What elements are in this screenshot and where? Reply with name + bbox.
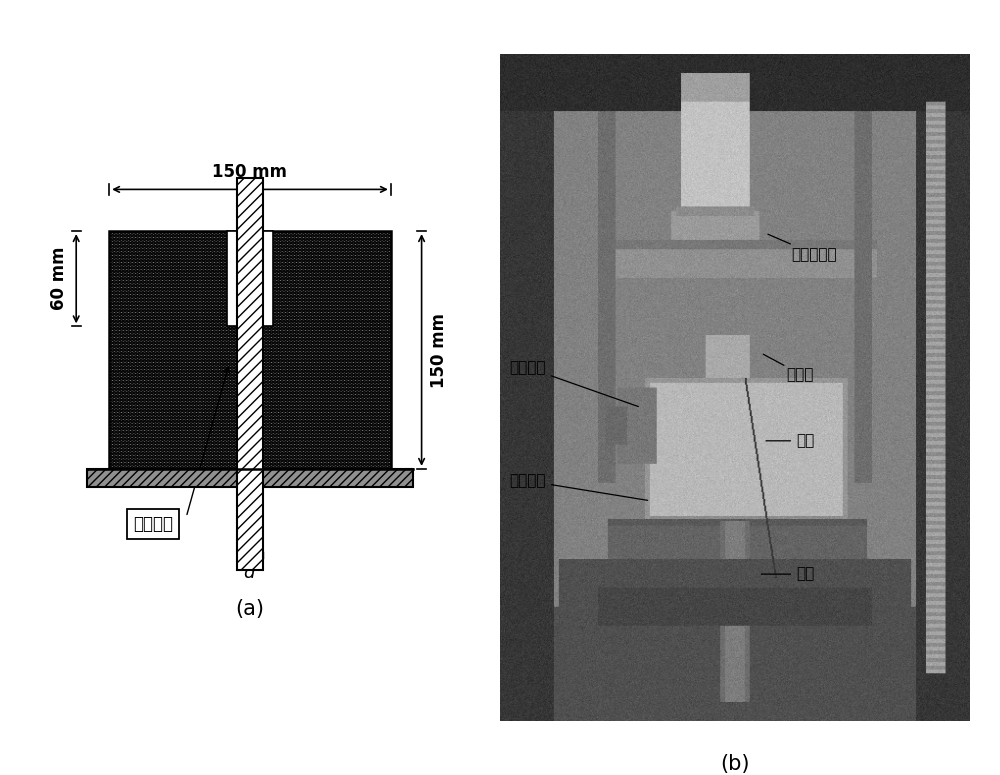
Text: 60 mm: 60 mm	[50, 247, 68, 311]
Bar	[87, 469, 413, 487]
Text: 固定支架: 固定支架	[509, 360, 638, 407]
Text: $d$: $d$	[243, 564, 257, 582]
Bar	[237, 178, 263, 570]
Text: 底部支撑: 底部支撑	[509, 474, 648, 501]
Text: (b): (b)	[720, 754, 750, 774]
Bar	[227, 231, 273, 326]
Bar	[109, 231, 391, 469]
Text: (a): (a)	[236, 598, 264, 618]
Bar	[109, 231, 391, 469]
Text: 钒筋: 钒筋	[761, 567, 814, 581]
Text: 位移计: 位移计	[763, 354, 814, 381]
Text: 压力传感器: 压力传感器	[768, 234, 837, 262]
Text: 150 mm: 150 mm	[212, 164, 288, 181]
Bar	[109, 231, 391, 469]
Text: 塑料套管: 塑料套管	[133, 515, 173, 532]
Text: 试件: 试件	[766, 433, 814, 448]
Text: 150 mm: 150 mm	[430, 312, 448, 388]
